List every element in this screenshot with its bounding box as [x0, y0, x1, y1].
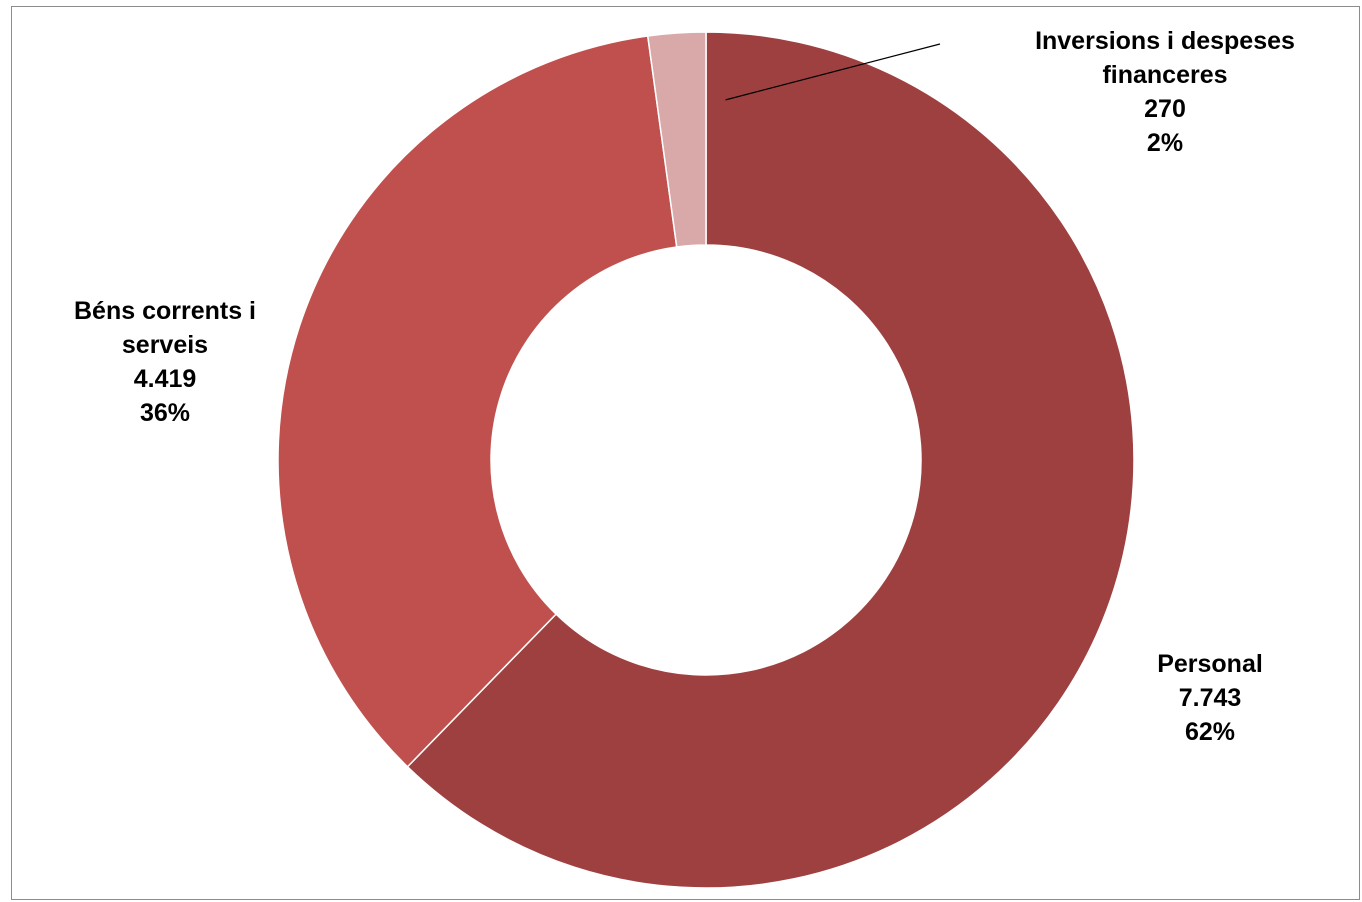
leader-line	[725, 43, 941, 101]
slice-b-ns-corrents-i-serveis	[277, 35, 678, 768]
label-bens-line2: serveis	[121, 331, 209, 359]
label-inversions-percent: 2%	[1146, 129, 1184, 157]
label-personal: Personal 7.743 62%	[1110, 647, 1310, 749]
label-inversions-line1: Inversions i despeses	[1035, 27, 1295, 55]
label-bens-line1: Béns corrents i	[73, 297, 256, 325]
label-inversions-value: 270	[1144, 95, 1186, 123]
label-personal-percent: 62%	[1184, 718, 1236, 746]
label-personal-value: 7.743	[1178, 684, 1242, 712]
doughnut-slices	[277, 31, 1135, 889]
slice-personal	[406, 31, 1135, 889]
slice-inversions-i-despeses-financeres	[646, 31, 707, 248]
label-inversions: Inversions i despeses financeres 270 2%	[985, 24, 1345, 160]
label-bens-percent: 36%	[139, 399, 191, 427]
label-bens-value: 4.419	[133, 365, 197, 393]
label-personal-line1: Personal	[1157, 650, 1263, 678]
label-bens: Béns corrents i serveis 4.419 36%	[30, 294, 300, 430]
label-inversions-line2: financeres	[1102, 61, 1228, 89]
